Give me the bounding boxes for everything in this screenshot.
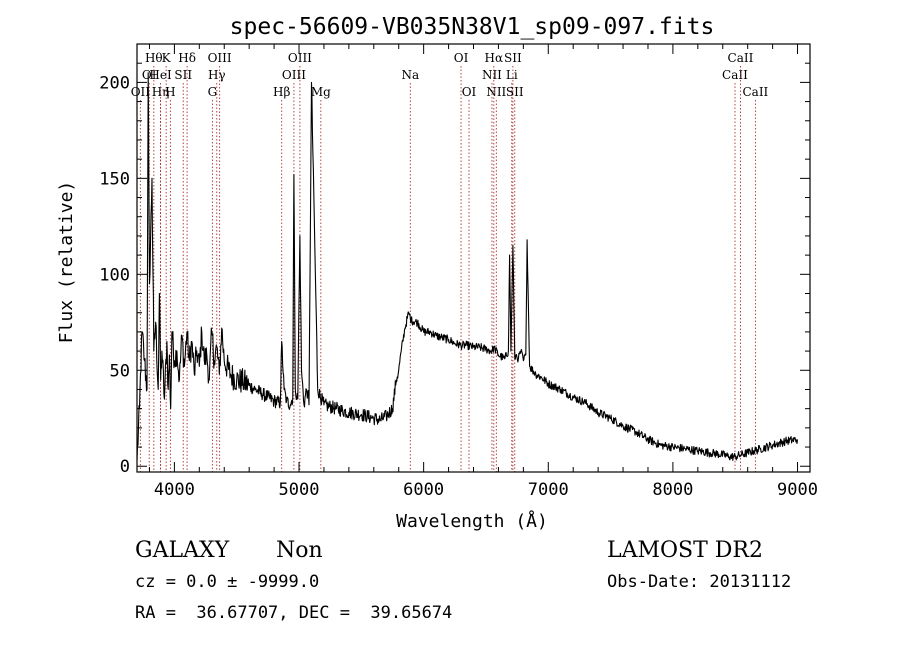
line-marker-label: K <box>162 51 172 65</box>
axis-ticks: 4000 5000 6000 7000 8000 9000 0 50 100 150 200 <box>99 44 818 500</box>
y-tick-label: 50 <box>110 361 130 381</box>
y-tick-label: 100 <box>99 265 130 285</box>
coordinates-label: RA = 36.67707, DEC = 39.65674 <box>135 603 453 623</box>
y-axis-label: Flux (relative) <box>56 181 77 344</box>
line-marker-label: OI <box>462 85 477 99</box>
line-marker-label: Hγ <box>208 68 226 82</box>
spectrum-line <box>136 72 799 461</box>
y-tick-label: 200 <box>99 73 130 93</box>
x-tick-label: 6000 <box>403 480 444 500</box>
line-marker-label: NII <box>486 85 506 99</box>
line-marker-label: Hδ <box>178 51 196 65</box>
line-marker-label: CaII <box>722 68 748 82</box>
line-marker-label: OI <box>454 51 469 65</box>
chart-title: spec-56609-VB035N38V1_sp09-097.fits <box>230 14 715 40</box>
line-marker-label: OI <box>142 68 157 82</box>
x-tick-label: 4000 <box>154 480 195 500</box>
subclass-label: Non <box>276 538 323 563</box>
line-marker-label: Hθ <box>145 51 163 65</box>
redshift-label: cz = 0.0 ± -9999.0 <box>135 572 320 592</box>
line-marker-label: NII <box>482 68 502 82</box>
line-marker-label: Mg <box>311 85 331 99</box>
x-tick-label: 8000 <box>652 480 693 500</box>
plot-frame <box>136 43 811 473</box>
line-marker-label: CaII <box>728 51 754 65</box>
x-tick-label: 5000 <box>279 480 320 500</box>
obs-date-label: Obs-Date: 20131112 <box>607 572 792 592</box>
line-marker-label: OIII <box>288 51 312 65</box>
line-marker-label: Hα <box>485 51 504 65</box>
line-marker-label: OIII <box>208 51 232 65</box>
emission-line-markers: OII OI Hθ Hη K HeI H SII Hδ G Hγ OIII Hβ OIII OIII Mg Na… <box>131 51 769 472</box>
line-marker-label: Hβ <box>273 85 290 99</box>
survey-label: LAMOST DR2 <box>607 538 763 563</box>
line-marker-label: SII <box>174 68 192 82</box>
line-marker-label: H <box>165 85 175 99</box>
line-marker-label: SII <box>506 85 524 99</box>
line-marker-label: Hη <box>152 85 170 99</box>
line-marker-label: CaII <box>742 85 768 99</box>
x-tick-label: 7000 <box>528 480 569 500</box>
line-marker-label: HeI <box>149 68 172 82</box>
class-label: GALAXY <box>135 538 230 563</box>
y-tick-label: 150 <box>99 169 130 189</box>
line-marker-label: Li <box>506 68 518 82</box>
line-marker-label: Na <box>401 68 419 82</box>
x-axis-label: Wavelength (Å) <box>396 510 548 532</box>
line-marker-label: G <box>208 85 218 99</box>
x-tick-label: 9000 <box>777 480 818 500</box>
line-marker-label: SII <box>504 51 522 65</box>
line-marker-label: OII <box>131 85 151 99</box>
y-tick-label: 0 <box>120 457 130 477</box>
line-marker-label: OIII <box>282 68 306 82</box>
